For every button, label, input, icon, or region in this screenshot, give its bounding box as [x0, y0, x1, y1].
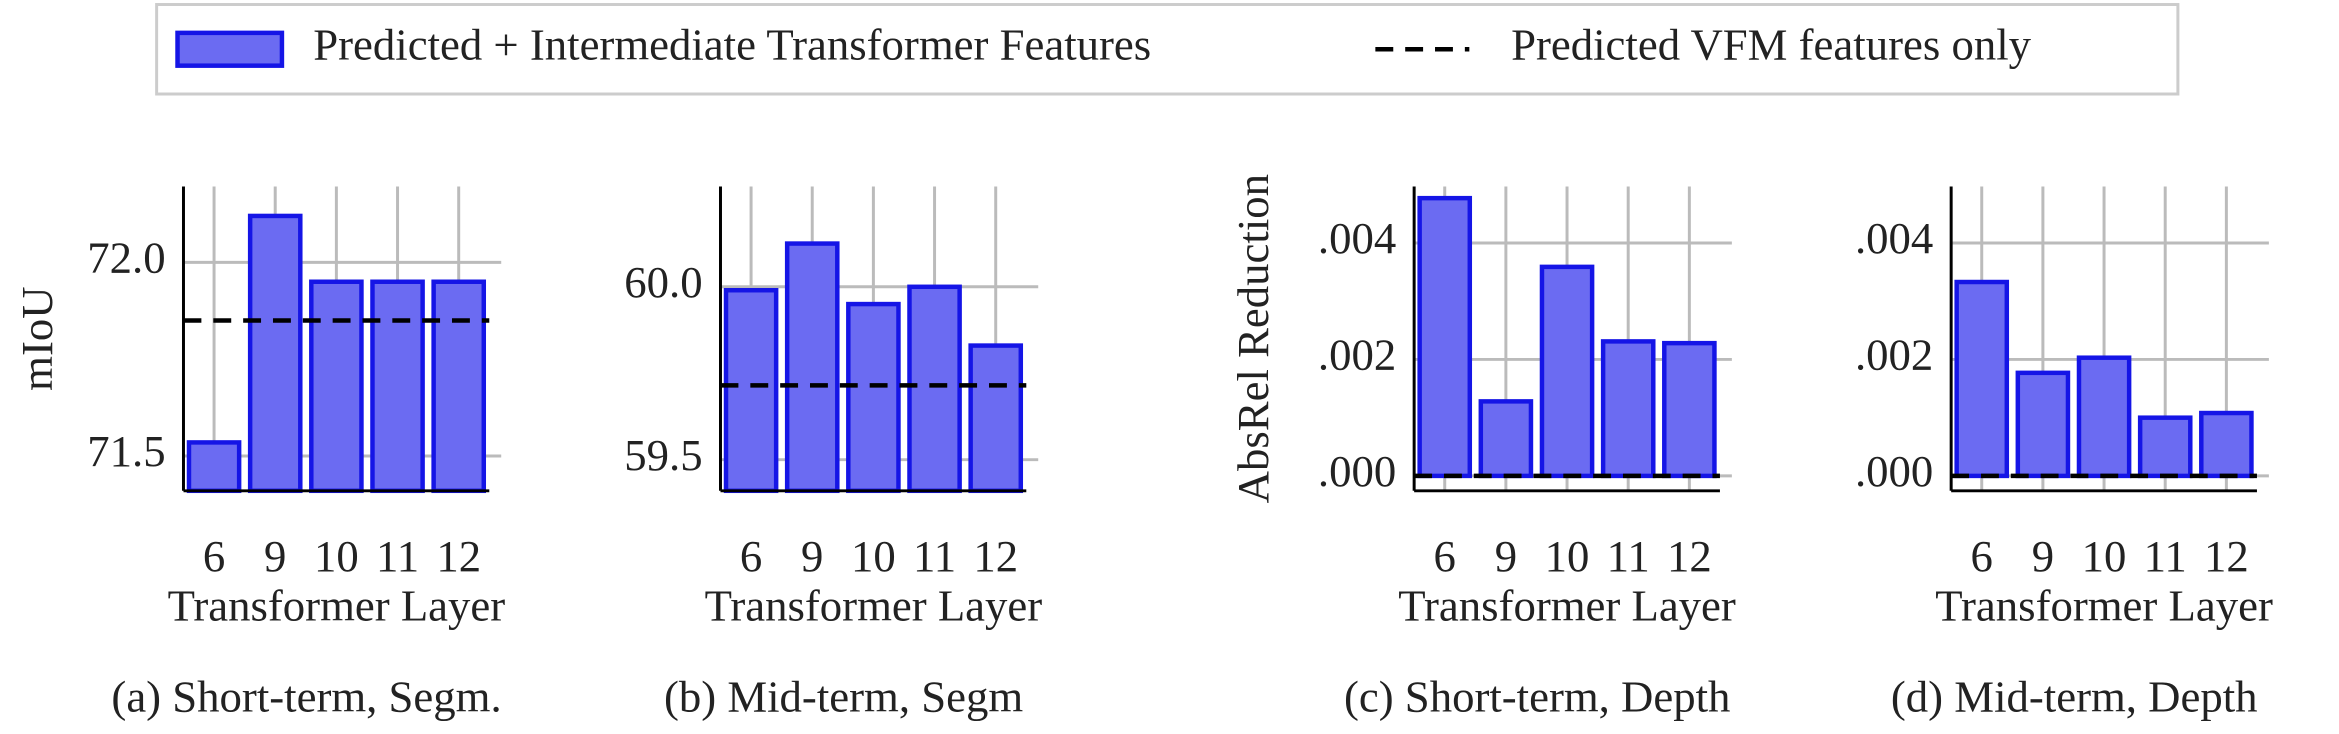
legend-label: Predicted + Intermediate Transformer Fea…: [313, 20, 1151, 70]
bar: [723, 288, 779, 494]
x-tick-label: 11: [2144, 531, 2187, 581]
x-tick-label: 12: [973, 531, 1018, 581]
x-tick-label: 11: [913, 531, 956, 581]
legend-swatch: [175, 30, 285, 68]
bar: [1954, 279, 2010, 479]
bar: [1478, 399, 1534, 479]
x-axis-label: Transformer Layer: [705, 580, 1043, 630]
x-axis-label: Transformer Layer: [168, 580, 506, 630]
y-axis-label: AbsRel Reduction: [1228, 174, 1278, 503]
bar: [1662, 340, 1717, 479]
legend-label: Predicted VFM features only: [1511, 20, 2032, 70]
x-tick-label: 12: [1667, 531, 1712, 581]
x-tick-label: 11: [1607, 531, 1650, 581]
bar: [186, 440, 242, 494]
y-tick-label: .000: [1855, 446, 1933, 496]
x-tick-label: 12: [436, 531, 481, 581]
x-tick-label: 9: [801, 531, 823, 581]
bar: [431, 279, 487, 494]
y-tick-label: 59.5: [624, 430, 702, 480]
bar: [784, 241, 840, 494]
bar: [846, 301, 901, 494]
x-tick-label: 9: [264, 531, 286, 581]
chart-title: (d) Mid-term, Depth: [1891, 671, 2258, 721]
y-tick-label: .000: [1318, 446, 1396, 496]
x-tick-label: 6: [1971, 531, 1993, 581]
y-tick-label: 72.0: [87, 233, 165, 283]
x-tick-label: 9: [1495, 531, 1517, 581]
y-tick-label: 60.0: [624, 257, 702, 307]
bar: [247, 213, 303, 494]
x-tick-label: 9: [2032, 531, 2054, 581]
y-tick-label: 71.5: [87, 426, 165, 476]
bar: [2137, 415, 2193, 479]
x-tick-label: 10: [314, 531, 359, 581]
x-tick-label: 10: [1545, 531, 1590, 581]
bar: [1600, 339, 1656, 479]
chart-title: (c) Short-term, Depth: [1344, 671, 1730, 721]
x-tick-label: 11: [376, 531, 419, 581]
x-tick-label: 10: [2082, 531, 2127, 581]
bar: [370, 279, 425, 494]
legend-box: [155, 3, 2180, 96]
x-tick-label: 6: [1434, 531, 1456, 581]
y-tick-label: .004: [1855, 213, 1933, 263]
y-tick-label: .002: [1855, 330, 1933, 380]
bar: [907, 284, 962, 494]
x-tick-label: 10: [851, 531, 896, 581]
bar: [2076, 355, 2132, 479]
bar: [1417, 195, 1473, 479]
x-tick-label: 6: [203, 531, 225, 581]
y-tick-label: .004: [1318, 213, 1396, 263]
x-axis-label: Transformer Layer: [1935, 580, 2273, 630]
chart-title: (a) Short-term, Segm.: [111, 671, 501, 721]
y-axis-label: mIoU: [12, 286, 62, 390]
x-tick-label: 12: [2204, 531, 2249, 581]
chart-title: (b) Mid-term, Segm: [664, 671, 1023, 721]
x-axis-label: Transformer Layer: [1398, 580, 1736, 630]
bar: [2015, 370, 2071, 479]
bar: [2199, 410, 2254, 479]
bar: [968, 343, 1024, 494]
x-tick-label: 6: [740, 531, 762, 581]
bar: [309, 279, 364, 494]
y-tick-label: .002: [1318, 330, 1396, 380]
bar: [1539, 264, 1595, 479]
